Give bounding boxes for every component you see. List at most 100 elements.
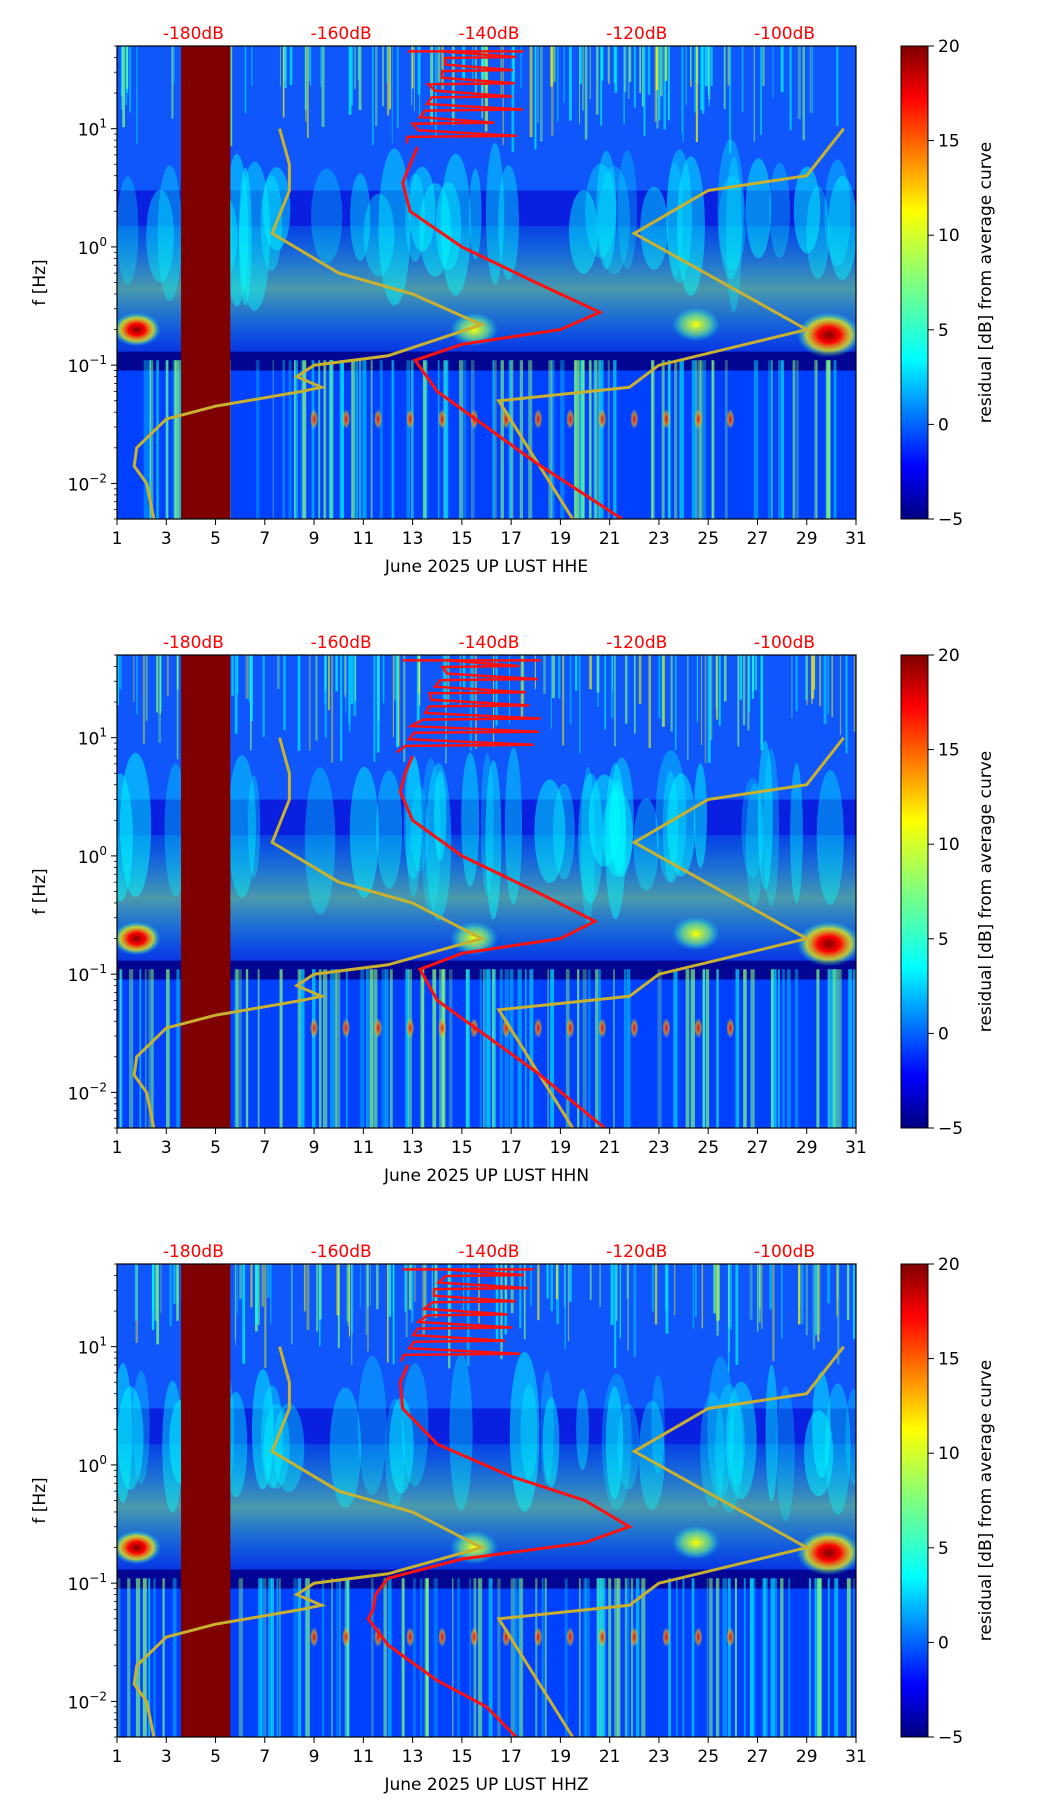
db-scale: -180dB -160dB -140dB -120dB -100dB: [163, 1242, 815, 1262]
lowfreq-streak: [318, 969, 322, 1128]
colorbar-tick-label: 20: [938, 1255, 960, 1275]
plume: [504, 747, 523, 905]
hotspot: [671, 916, 720, 951]
lowfreq-streak: [724, 360, 728, 519]
median-psd-curve: [398, 755, 606, 1128]
lowfreq-streak: [441, 969, 445, 1128]
colorbar-label: residual [dB] from average curve: [976, 751, 996, 1032]
lowfreq-streak: [809, 1578, 812, 1737]
colorbar-tick-label: 20: [938, 646, 960, 666]
lowfreq-streak: [778, 360, 781, 519]
lowfreq-streak: [401, 1578, 404, 1737]
plume: [609, 757, 634, 877]
noise-streak: [289, 46, 293, 85]
plume: [542, 1397, 560, 1488]
noise-streak: [173, 46, 175, 85]
noise-streak: [369, 1264, 371, 1306]
noise-streak: [727, 1264, 730, 1373]
lowfreq-streak: [524, 969, 527, 1128]
lowfreq-streak: [550, 969, 555, 1128]
noise-streak: [431, 1264, 433, 1318]
lowfreq-streak: [762, 1578, 766, 1737]
dark-layer: [117, 1569, 856, 1589]
lowfreq-streak: [626, 969, 631, 1128]
plume: [225, 153, 249, 307]
plume: [132, 1370, 150, 1484]
plume: [824, 159, 851, 266]
plume: [745, 158, 772, 259]
plume: [605, 1386, 624, 1500]
lowfreq-streak: [657, 969, 662, 1128]
transient-dot: [630, 1627, 639, 1648]
lowfreq-streak: [120, 969, 123, 1128]
x-tick-label: 25: [697, 1138, 719, 1158]
plot-area: [117, 655, 856, 1128]
lowfreq-streak: [135, 1578, 141, 1737]
lowfreq-streak: [278, 1578, 281, 1737]
noise-streak: [710, 655, 713, 741]
noise-streak: [319, 1264, 321, 1347]
noise-streak: [242, 1264, 246, 1364]
noise-streak: [623, 46, 627, 93]
lowfreq-streak: [172, 360, 176, 519]
lowfreq-streak: [458, 360, 464, 519]
noise-streak: [353, 655, 357, 716]
noise-streak: [589, 655, 592, 690]
colorbar-label: residual [dB] from average curve: [976, 1360, 996, 1641]
noise-streak: [471, 655, 475, 702]
lowfreq-streak: [234, 969, 237, 1128]
plume: [498, 165, 519, 280]
plume: [568, 190, 598, 274]
noise-streak: [695, 46, 698, 143]
colorbar-tick-label: 0: [938, 1633, 949, 1653]
noise-streak: [348, 655, 351, 732]
lowfreq-streak: [259, 1578, 265, 1737]
lowfreq-streak: [469, 1578, 471, 1737]
lowfreq-streak: [597, 1578, 602, 1737]
lowfreq-streak: [641, 1578, 646, 1737]
x-tick-label: 9: [309, 529, 320, 549]
noise-streak: [643, 46, 646, 136]
lowfreq-streak: [470, 360, 475, 519]
plume: [793, 166, 821, 254]
noise-streak: [495, 1264, 499, 1343]
lowfreq-streak: [735, 969, 740, 1128]
lowfreq-streak: [544, 1578, 547, 1737]
lowfreq-streak: [513, 1578, 518, 1737]
noise-streak: [715, 655, 719, 720]
transient-dot: [694, 1018, 703, 1039]
colorbar-tick-label: 10: [938, 226, 960, 246]
noise-streak: [710, 46, 713, 86]
lowfreq-streak: [413, 1578, 416, 1737]
transient-dot: [534, 1627, 543, 1648]
x-tick-label: 7: [259, 1747, 270, 1767]
noise-streak: [845, 655, 848, 754]
x-tick-label: 19: [550, 1138, 572, 1158]
noise-streak: [707, 46, 711, 100]
db-label: -180dB: [163, 633, 224, 653]
lowfreq-streak: [442, 969, 446, 1128]
hotspot: [796, 312, 856, 358]
lowfreq-streak: [128, 969, 134, 1128]
noise-streak: [654, 1264, 658, 1325]
lowfreq-streak: [582, 360, 585, 519]
y-tick-exponent: 1: [99, 726, 107, 740]
noise-streak: [737, 655, 740, 747]
noise-streak: [397, 655, 400, 747]
noise-streak: [805, 655, 808, 701]
lowfreq-streak: [270, 1578, 275, 1737]
x-tick-label: 15: [451, 1747, 473, 1767]
lowfreq-streak: [494, 360, 497, 519]
lowfreq-streak: [119, 969, 122, 1128]
lowfreq-streak: [272, 360, 275, 519]
noise-streak: [336, 1264, 340, 1316]
lowfreq-streak: [624, 969, 627, 1128]
y-tick-exponent: −1: [89, 1571, 107, 1585]
noise-streak: [633, 46, 636, 108]
noise-streak: [569, 46, 572, 121]
lowfreq-streak: [330, 969, 335, 1128]
lowfreq-streak: [389, 969, 393, 1128]
noise-streak: [324, 655, 328, 738]
lowfreq-streak: [624, 1578, 627, 1737]
